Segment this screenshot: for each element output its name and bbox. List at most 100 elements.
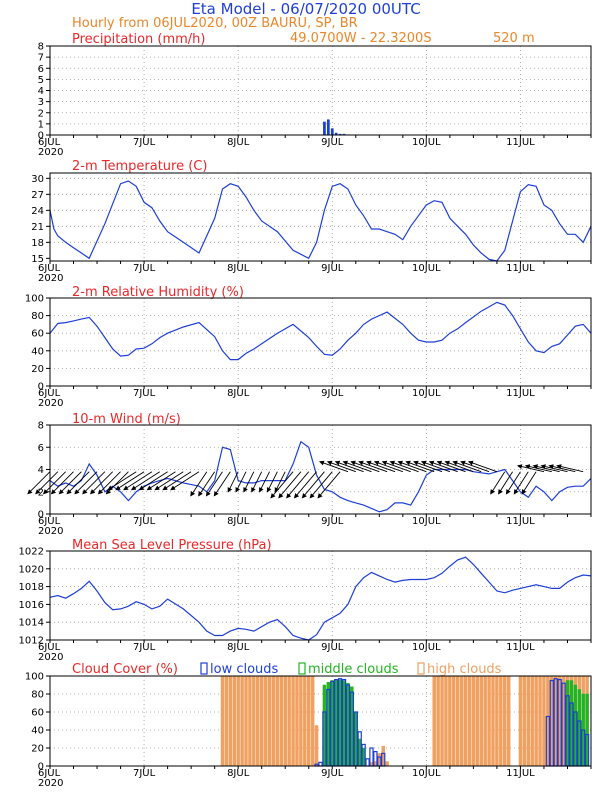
wind-arrow xyxy=(334,460,364,473)
rh-ytick-label: 0 xyxy=(38,382,44,393)
wind-arrow xyxy=(130,471,161,491)
legend-label: high clouds xyxy=(427,662,502,677)
rh-xlabel-first: 6JUL xyxy=(38,388,61,399)
cloud-bar-high-clouds xyxy=(263,675,268,767)
cloud-bar-high-clouds xyxy=(483,675,487,767)
rh-ytick-label: 20 xyxy=(31,364,44,375)
wind-arrow xyxy=(107,471,137,491)
cloud-bar-high-clouds xyxy=(432,675,436,767)
cloud-bar-high-clouds xyxy=(459,675,464,767)
temp-title: 2-m Temperature (C) xyxy=(72,159,207,174)
wind-arrow xyxy=(467,460,498,473)
precip-bar xyxy=(330,128,334,135)
wind-arrow xyxy=(74,471,98,495)
wind-arrow xyxy=(397,460,427,473)
rh-ytick-label: 60 xyxy=(31,329,44,340)
cloud-bar-high-clouds xyxy=(452,675,456,767)
wind-ytick-label: 2 xyxy=(38,487,44,498)
wind-arrow xyxy=(278,471,302,499)
chart-title: Eta Model - 06/07/2020 00UTC xyxy=(191,0,420,18)
temp-xlabel: 8JUL xyxy=(227,263,250,274)
cloud-frame xyxy=(49,675,592,767)
temp-xlabel-first: 6JUL xyxy=(38,263,61,274)
cloud-bar-high-clouds xyxy=(491,675,495,767)
cloud-bar-high-clouds xyxy=(444,675,448,767)
rh-xlabel: 8JUL xyxy=(227,388,250,399)
rh-ytick-label: 40 xyxy=(31,346,44,357)
wind-arrow xyxy=(490,471,506,495)
wind-ytick-label: 6 xyxy=(38,443,44,454)
wind-arrow xyxy=(452,460,482,473)
mslp-ytick-label: 1020 xyxy=(19,564,44,575)
wind-arrow xyxy=(259,471,270,493)
wind-arrow xyxy=(90,471,114,495)
wind-arrow xyxy=(251,471,263,493)
precip-xlabel: 10JUL xyxy=(412,137,441,148)
wind-xlabel: 11JUL xyxy=(506,516,535,527)
cloud-xlabel-first: 6JUL xyxy=(38,768,61,779)
wind-arrow xyxy=(342,460,372,473)
precip-bar xyxy=(342,133,346,135)
cloud-bar-high-clouds xyxy=(542,675,546,767)
wind-arrow xyxy=(190,471,208,497)
wind-arrow xyxy=(358,460,388,473)
mslp-series-line xyxy=(49,556,592,641)
wind-arrow xyxy=(373,460,403,473)
wind-arrow xyxy=(498,471,513,495)
cloud-bar-high-clouds xyxy=(495,675,499,767)
precip-ytick-label: 8 xyxy=(38,42,44,53)
wind-arrow xyxy=(227,471,239,493)
cloud-bar-high-clouds xyxy=(436,675,440,767)
cloud-bar-high-clouds xyxy=(448,675,452,767)
cloud-bar-high-clouds xyxy=(503,675,507,767)
wind-arrow xyxy=(420,460,451,473)
wind-xlabel: 8JUL xyxy=(227,516,250,527)
wind-arrow xyxy=(505,471,521,495)
wind-arrow xyxy=(389,460,419,473)
wind-arrow xyxy=(235,471,247,493)
cloud-bar-high-clouds xyxy=(487,675,491,767)
cloud-bar-high-clouds xyxy=(479,675,483,767)
wind-arrow xyxy=(436,460,466,473)
wind-arrow xyxy=(243,471,255,493)
wind-arrow xyxy=(366,460,396,473)
cloud-bar-high-clouds xyxy=(310,675,315,767)
precip-frame xyxy=(49,45,592,136)
cloud-ytick-label: 80 xyxy=(31,690,44,701)
wind-arrow xyxy=(154,471,184,491)
temp-ytick-label: 18 xyxy=(31,238,44,249)
wind-arrow xyxy=(444,460,474,473)
wind-arrow xyxy=(58,471,82,495)
cloud-ytick-label: 100 xyxy=(25,672,44,683)
cloud-xlabel: 11JUL xyxy=(506,768,535,779)
cloud-bar-high-clouds xyxy=(248,675,252,767)
wind-arrow xyxy=(97,471,121,495)
cloud-bar-high-clouds xyxy=(518,675,523,767)
wind-arrow xyxy=(123,471,153,491)
wind-arrow xyxy=(516,464,545,473)
wind-arrow xyxy=(82,471,106,495)
precip-xlabel-year: 2020 xyxy=(38,147,63,158)
wind-arrow xyxy=(301,471,325,499)
precip-bar xyxy=(326,119,330,135)
mslp-frame xyxy=(49,550,592,641)
temp-ytick-label: 24 xyxy=(31,206,44,217)
precip-xlabel: 8JUL xyxy=(227,137,250,148)
cloud-bar-high-clouds xyxy=(499,675,503,767)
precip-xlabel: 11JUL xyxy=(506,137,535,148)
cloud-bar-high-clouds xyxy=(232,675,236,767)
cloud-xlabel: 10JUL xyxy=(412,768,441,779)
legend-swatch-middle-clouds xyxy=(298,662,306,675)
cloud-ytick-label: 60 xyxy=(31,708,44,719)
temp-series-line xyxy=(49,180,592,262)
cloud-bar-high-clouds xyxy=(224,675,229,767)
cloud-bar-high-clouds xyxy=(236,675,240,767)
precip-xlabel: 7JUL xyxy=(133,137,156,148)
cloud-legend: low clouds middle clouds high clouds xyxy=(200,662,502,677)
wind-frame xyxy=(49,424,592,515)
wind-arrow xyxy=(513,471,529,495)
precip-ytick-label: 5 xyxy=(38,75,44,86)
rh-title: 2-m Relative Humidity (%) xyxy=(72,285,244,300)
rh-ytick-label: 80 xyxy=(31,311,44,322)
